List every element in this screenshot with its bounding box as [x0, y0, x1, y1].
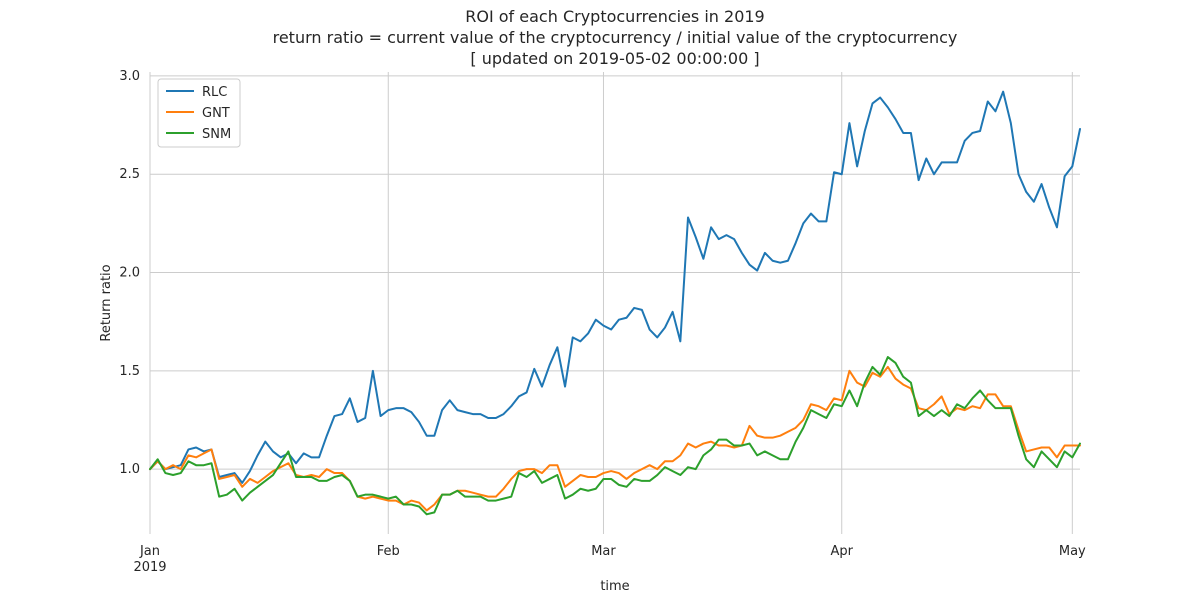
series-lines — [149, 90, 1081, 516]
x-tick-sublabel: 2019 — [133, 560, 166, 575]
legend-label-rlc: RLC — [202, 85, 227, 100]
y-tick-label: 2.5 — [119, 167, 140, 182]
x-tick-label: Feb — [377, 544, 400, 559]
chart-title: ROI of each Cryptocurrencies in 2019 — [465, 7, 764, 26]
series-line-snm — [149, 356, 1081, 516]
x-axis-label: time — [600, 579, 629, 594]
y-tick-label: 1.5 — [119, 364, 140, 379]
legend-box — [157, 78, 241, 148]
x-tick-label: Apr — [830, 544, 853, 559]
series-line-rlc — [149, 90, 1081, 484]
y-axis-label: Return ratio — [99, 264, 114, 341]
plot-area — [150, 72, 1080, 534]
legend: RLC GNT SNM — [157, 78, 241, 148]
legend-label-snm: SNM — [202, 127, 231, 142]
y-tick-label: 2.0 — [119, 266, 140, 281]
grid-lines — [149, 72, 1080, 534]
chart-subtitle: return ratio = current value of the cryp… — [273, 28, 958, 47]
x-tick-label: May — [1059, 544, 1086, 559]
y-tick-label: 3.0 — [119, 69, 140, 84]
x-tick-label: Jan — [139, 544, 160, 559]
x-tick-label: Mar — [591, 544, 616, 559]
chart-updated-note: [ updated on 2019-05-02 00:00:00 ] — [470, 49, 759, 68]
legend-label-gnt: GNT — [202, 106, 230, 121]
y-tick-label: 1.0 — [119, 462, 140, 477]
